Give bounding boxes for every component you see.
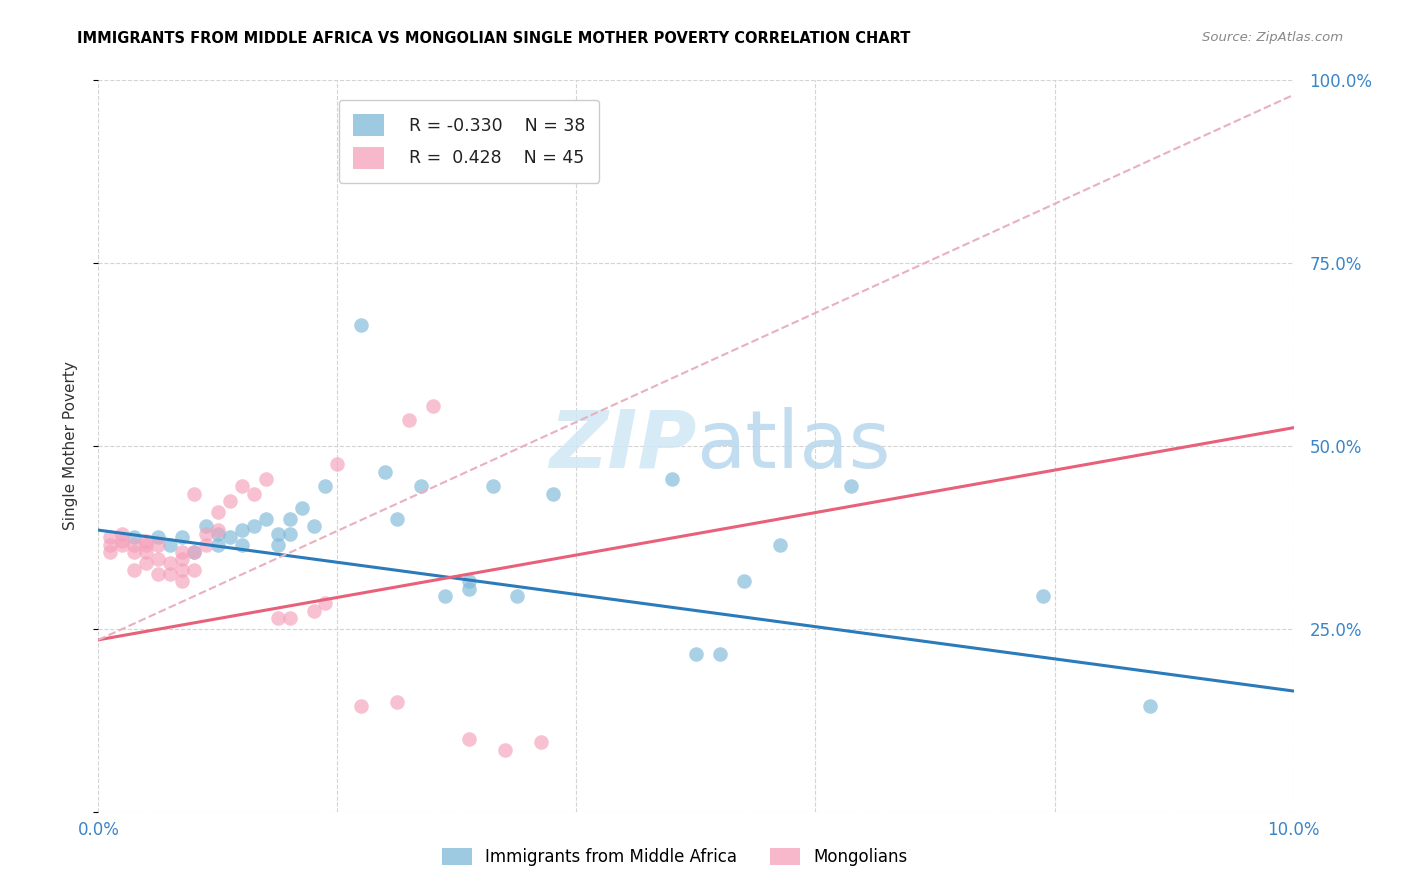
Y-axis label: Single Mother Poverty: Single Mother Poverty	[63, 361, 77, 531]
Point	[135, 534, 157, 549]
Point	[374, 465, 396, 479]
Point	[411, 479, 433, 493]
Point	[254, 472, 277, 486]
Point	[530, 735, 553, 749]
Point	[709, 648, 731, 662]
Point	[172, 563, 194, 577]
Point	[98, 538, 122, 552]
Point	[506, 589, 529, 603]
Point	[135, 538, 157, 552]
Point	[458, 574, 481, 589]
Text: IMMIGRANTS FROM MIDDLE AFRICA VS MONGOLIAN SINGLE MOTHER POVERTY CORRELATION CHA: IMMIGRANTS FROM MIDDLE AFRICA VS MONGOLI…	[77, 31, 911, 46]
Point	[434, 589, 457, 603]
Point	[159, 567, 181, 582]
Legend: Immigrants from Middle Africa, Mongolians: Immigrants from Middle Africa, Mongolian…	[434, 841, 915, 873]
Point	[98, 530, 122, 544]
Point	[1032, 589, 1054, 603]
Point	[482, 479, 505, 493]
Point	[219, 530, 242, 544]
Point	[769, 538, 792, 552]
Point	[302, 603, 325, 617]
Point	[172, 545, 194, 559]
Point	[195, 538, 218, 552]
Point	[124, 530, 146, 544]
Point	[267, 538, 290, 552]
Point	[841, 479, 863, 493]
Point	[219, 494, 242, 508]
Point	[385, 512, 409, 526]
Point	[231, 523, 253, 537]
Point	[267, 526, 290, 541]
Point	[159, 538, 181, 552]
Point	[207, 523, 229, 537]
Point	[183, 563, 205, 577]
Point	[195, 519, 218, 533]
Point	[422, 399, 444, 413]
Text: atlas: atlas	[696, 407, 890, 485]
Point	[291, 501, 314, 516]
Point	[494, 742, 516, 756]
Point	[458, 731, 481, 746]
Point	[326, 457, 349, 471]
Point	[172, 552, 194, 566]
Point	[172, 574, 194, 589]
Point	[315, 596, 337, 610]
Point	[278, 611, 301, 625]
Point	[254, 512, 277, 526]
Point	[183, 545, 205, 559]
Point	[350, 698, 373, 713]
Point	[1139, 698, 1161, 713]
Legend:   R = -0.330    N = 38,   R =  0.428    N = 45: R = -0.330 N = 38, R = 0.428 N = 45	[339, 100, 599, 183]
Point	[148, 552, 170, 566]
Point	[183, 545, 205, 559]
Point	[278, 526, 301, 541]
Point	[207, 538, 229, 552]
Point	[661, 472, 683, 486]
Point	[207, 505, 229, 519]
Point	[685, 648, 707, 662]
Point	[111, 534, 134, 549]
Point	[231, 479, 253, 493]
Point	[541, 486, 564, 500]
Point	[398, 413, 420, 427]
Point	[302, 519, 325, 533]
Point	[350, 318, 373, 333]
Point	[148, 530, 170, 544]
Text: Source: ZipAtlas.com: Source: ZipAtlas.com	[1202, 31, 1343, 45]
Point	[124, 563, 146, 577]
Point	[111, 526, 134, 541]
Point	[183, 486, 205, 500]
Point	[159, 556, 181, 570]
Point	[195, 526, 218, 541]
Point	[231, 538, 253, 552]
Text: ZIP: ZIP	[548, 407, 696, 485]
Point	[243, 519, 266, 533]
Point	[207, 526, 229, 541]
Point	[124, 545, 146, 559]
Point	[267, 611, 290, 625]
Point	[278, 512, 301, 526]
Point	[458, 582, 481, 596]
Point	[733, 574, 755, 589]
Point	[172, 530, 194, 544]
Point	[111, 538, 134, 552]
Point	[135, 545, 157, 559]
Point	[243, 486, 266, 500]
Point	[148, 538, 170, 552]
Point	[124, 538, 146, 552]
Point	[98, 545, 122, 559]
Point	[148, 567, 170, 582]
Point	[135, 556, 157, 570]
Point	[385, 695, 409, 709]
Point	[315, 479, 337, 493]
